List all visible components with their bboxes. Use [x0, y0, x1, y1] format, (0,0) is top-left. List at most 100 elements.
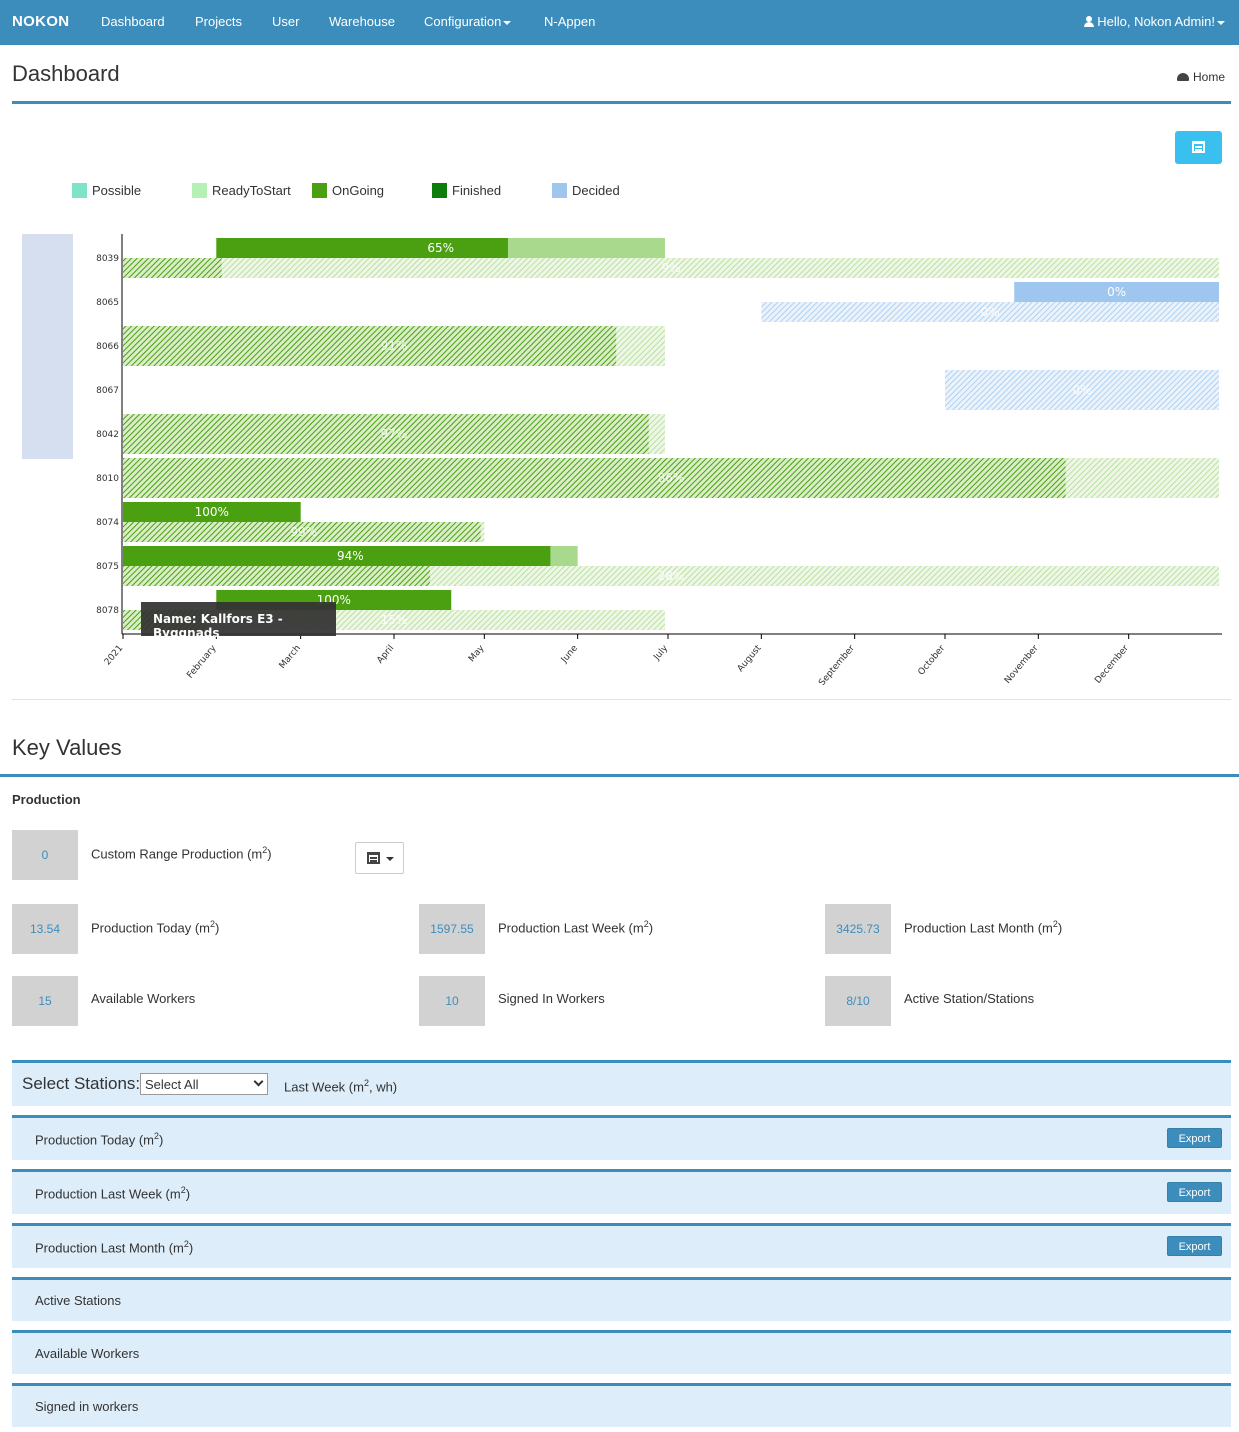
- stations-select[interactable]: Select All: [140, 1073, 268, 1095]
- production-last-month-value: 3425.73: [825, 904, 891, 954]
- gantt-bar-progress-hatched: [123, 326, 617, 366]
- calendar-icon: [1192, 141, 1205, 153]
- legend-label: ReadyToStart: [212, 183, 291, 198]
- production-last-week-label: Production Last Week (m2): [498, 919, 653, 935]
- caret-down-icon: [1217, 20, 1225, 25]
- gantt-bar-hatched: [761, 302, 1219, 322]
- panel-title-suffix: ): [185, 1186, 191, 1202]
- panel-available-workers[interactable]: Available Workers: [12, 1330, 1231, 1374]
- legend-swatch: [72, 183, 87, 198]
- production-last-week-label-suffix: ): [648, 920, 654, 936]
- x-tick-label: November: [1003, 643, 1041, 685]
- bar-label: 9%: [661, 261, 680, 275]
- nav-configuration-label: Configuration: [424, 14, 502, 29]
- select-stations-label: Select Stations:: [22, 1074, 141, 1093]
- active-stations-label: Active Station/Stations: [904, 991, 1035, 1006]
- dashboard-icon: [1176, 73, 1189, 81]
- nav-dashboard[interactable]: Dashboard: [101, 14, 165, 29]
- bar-label: 86%: [658, 471, 685, 485]
- breadcrumb[interactable]: Home: [1176, 70, 1225, 84]
- breadcrumb-home[interactable]: Home: [1192, 70, 1225, 84]
- row-label: 8039: [96, 254, 119, 264]
- custom-range-label-suffix: ): [267, 846, 272, 862]
- row-label: 8075: [96, 562, 119, 572]
- chevron-down-icon: [253, 1076, 264, 1087]
- panel-title: Production Last Month (m2): [35, 1239, 193, 1255]
- panel-title-sup: 2: [180, 1185, 186, 1195]
- panel-signed-in-workers[interactable]: Signed in workers: [12, 1383, 1231, 1427]
- last-week-header-suffix: , wh): [368, 1079, 398, 1095]
- user-icon: [1084, 16, 1095, 27]
- legend-possible: Possible: [72, 183, 141, 198]
- production-today-label-sup: 2: [210, 919, 216, 929]
- last-week-header-text: Last Week (m: [284, 1079, 364, 1095]
- bar-label: 0%: [1107, 285, 1126, 299]
- x-tick-label: August: [736, 643, 764, 674]
- last-week-header: Last Week (m2, wh): [284, 1078, 397, 1094]
- panel-production-last-week[interactable]: Production Last Week (m2) Export: [12, 1169, 1231, 1214]
- header-divider: [12, 101, 1231, 104]
- production-today-label-text: Production Today (m: [91, 920, 210, 936]
- date-range-dropdown[interactable]: [355, 842, 404, 874]
- row-label: 8065: [96, 298, 119, 308]
- legend-finished: Finished: [432, 183, 501, 198]
- nav-projects[interactable]: Projects: [195, 14, 242, 29]
- panel-production-today[interactable]: Production Today (m2) Export: [12, 1115, 1231, 1160]
- row-label: 8010: [96, 474, 119, 484]
- caret-down-icon: [503, 20, 512, 25]
- key-values-divider: [0, 774, 1239, 777]
- gantt-minimap[interactable]: [22, 234, 73, 459]
- gantt-tooltip: Name: Kallfors E3 - Byggnads: [141, 602, 336, 640]
- panel-title: Production Today (m2): [35, 1131, 163, 1147]
- x-tick-label: December: [1093, 643, 1131, 685]
- production-last-week-value: 1597.55: [419, 904, 485, 954]
- export-button[interactable]: Export: [1167, 1182, 1222, 1202]
- gantt-bar-hatched: [944, 370, 1219, 410]
- panel-active-stations[interactable]: Active Stations: [12, 1277, 1231, 1321]
- gantt-bar-progress-hatched: [123, 458, 1066, 498]
- production-last-week-label-sup: 2: [643, 919, 649, 929]
- nav-user[interactable]: User: [272, 14, 300, 29]
- panel-title-text: Production Today (m: [35, 1132, 154, 1148]
- bar-label: 0%: [1072, 383, 1091, 397]
- legend-ongoing: OnGoing: [312, 183, 384, 198]
- caret-down-icon: [386, 857, 394, 861]
- legend-label: OnGoing: [332, 183, 385, 198]
- gantt-bar-progress-hatched: [123, 566, 430, 586]
- legend-label: Decided: [572, 183, 620, 198]
- production-last-month-label: Production Last Month (m2): [904, 919, 1062, 935]
- x-tick-label: June: [559, 643, 580, 666]
- export-button[interactable]: Export: [1167, 1128, 1222, 1148]
- panel-title-sup: 2: [183, 1239, 189, 1249]
- bar-label: 100%: [195, 505, 229, 519]
- gantt-chart: 803965%9%80650%0%806691%80670%0%804297%8…: [96, 234, 1222, 685]
- nav-n-appen[interactable]: N-Appen: [544, 14, 596, 29]
- bar-label: 97%: [381, 427, 408, 441]
- custom-range-label-sup: 2: [262, 845, 268, 855]
- custom-range-label: Custom Range Production (m2): [91, 845, 272, 861]
- calendar-button[interactable]: [1175, 131, 1222, 164]
- active-stations-value: 8/10: [825, 976, 891, 1026]
- panel-production-last-month[interactable]: Production Last Month (m2) Export: [12, 1223, 1231, 1268]
- signed-in-workers-label: Signed In Workers: [498, 991, 605, 1006]
- nav-warehouse[interactable]: Warehouse: [329, 14, 395, 29]
- gantt-bar-progress-hatched: [123, 414, 649, 454]
- brand-logo[interactable]: NOKON: [12, 13, 70, 30]
- user-menu[interactable]: Hello, Nokon Admin!: [1084, 14, 1225, 29]
- production-last-month-label-text: Production Last Month (m: [904, 920, 1053, 936]
- x-tick-label: October: [916, 643, 947, 677]
- legend-label: Possible: [92, 183, 142, 198]
- gantt-bar-progress-hatched: [123, 258, 222, 278]
- export-button[interactable]: Export: [1167, 1236, 1222, 1256]
- x-tick-label: March: [278, 644, 303, 671]
- bar-label: 94%: [337, 549, 364, 563]
- legend-swatch: [432, 183, 447, 198]
- production-last-month-label-suffix: ): [1057, 920, 1063, 936]
- nav-configuration[interactable]: Configuration: [424, 14, 512, 29]
- legend-readytostart: ReadyToStart: [192, 183, 291, 198]
- signed-in-workers-value: 10: [419, 976, 485, 1026]
- panel-title: Signed in workers: [35, 1399, 139, 1414]
- panel-title: Available Workers: [35, 1346, 140, 1361]
- x-tick-label: February: [185, 643, 219, 680]
- gantt-bar-hatched: [123, 258, 1219, 278]
